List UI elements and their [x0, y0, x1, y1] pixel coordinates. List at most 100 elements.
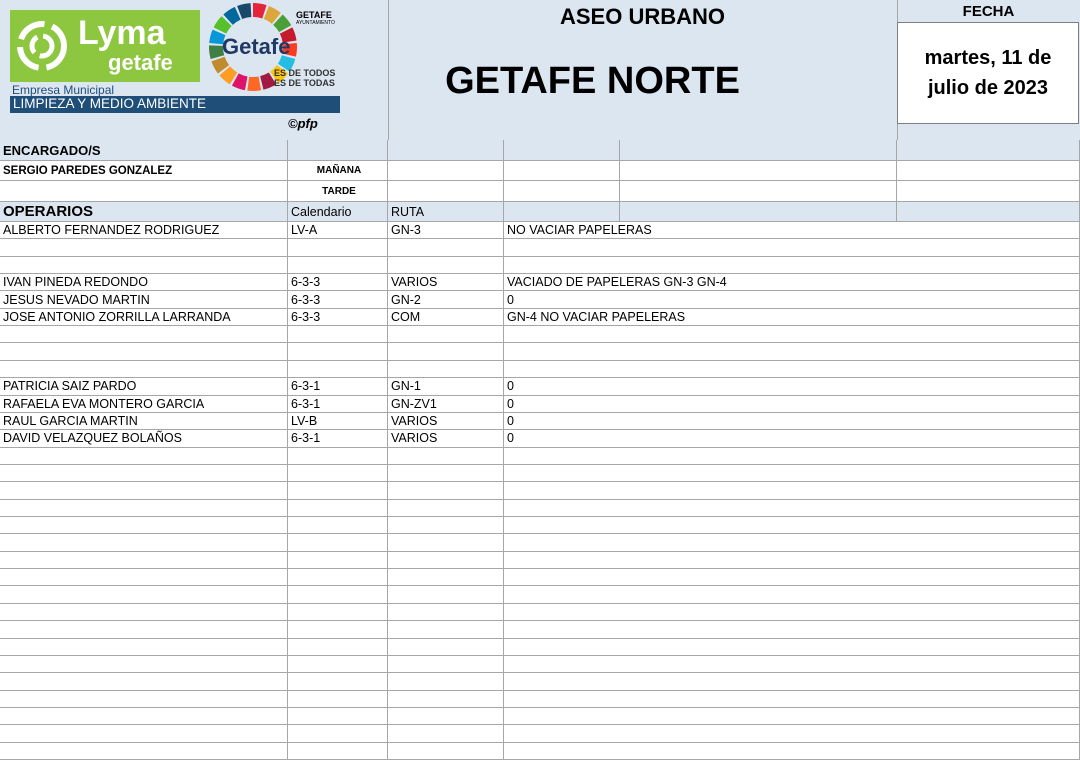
empty-cell — [504, 707, 1080, 726]
wheel-segment — [270, 65, 289, 84]
empty-cell — [504, 326, 1080, 344]
worker-name: ALBERTO FERNANDEZ RODRIGUEZ — [0, 222, 288, 240]
empty-cell — [0, 586, 288, 604]
empty-cell — [504, 499, 1080, 518]
calendar: 6-3-1 — [288, 430, 388, 448]
route: COM — [388, 308, 504, 327]
cell — [504, 181, 620, 202]
worker-name: PATRICIA SAIZ PARDO — [0, 378, 288, 396]
empty-cell — [504, 239, 1080, 257]
cell — [388, 161, 504, 181]
section-label: ENCARGADO/S — [0, 140, 288, 161]
empty-cell — [288, 464, 388, 483]
calendar: 6-3-3 — [288, 291, 388, 309]
empty-cell — [388, 517, 504, 535]
empty-cell — [0, 673, 288, 691]
logo-council-sub: AYUNTAMIENTO — [296, 20, 335, 26]
shift-label: TARDE — [288, 181, 388, 202]
empty-cell — [388, 326, 504, 344]
empty-cell — [288, 326, 388, 344]
empty-cell — [0, 447, 288, 465]
empty-cell — [504, 742, 1080, 760]
worker-name: RAUL GARCIA MARTIN — [0, 412, 288, 431]
route: GN-ZV1 — [388, 395, 504, 413]
empty-cell — [504, 655, 1080, 674]
empty-cell — [0, 621, 288, 639]
route: VARIOS — [388, 274, 504, 292]
empty-cell — [0, 499, 288, 518]
worker-name: DAVID VELAZQUEZ BOLAÑOS — [0, 430, 288, 448]
empty-cell — [388, 499, 504, 518]
empty-cell — [288, 360, 388, 379]
empty-cell — [288, 603, 388, 622]
column-header: Calendario — [288, 202, 388, 222]
empty-cell — [388, 707, 504, 726]
empty-cell — [0, 655, 288, 674]
empty-cell — [0, 326, 288, 344]
logo-company: Empresa Municipal — [12, 83, 115, 97]
column-header: RUTA — [388, 202, 504, 222]
cell — [388, 181, 504, 202]
logo-department: LIMPIEZA Y MEDIO AMBIENTE — [10, 96, 340, 113]
empty-cell — [504, 673, 1080, 691]
service-title: ASEO URBANO — [559, 4, 725, 29]
worker-name: JOSE ANTONIO ZORRILLA LARRANDA — [0, 308, 288, 327]
wheel-segment — [237, 3, 252, 20]
empty-cell — [388, 239, 504, 257]
empty-cell — [0, 343, 288, 361]
date-label: FECHA — [962, 3, 1015, 20]
worker-name: IVAN PINEDA REDONDO — [0, 274, 288, 292]
empty-cell — [504, 256, 1080, 275]
empty-cell — [388, 621, 504, 639]
wheel-segment — [273, 14, 292, 33]
route: GN-1 — [388, 378, 504, 396]
empty-cell — [388, 534, 504, 552]
empty-cell — [0, 551, 288, 570]
empty-cell — [388, 551, 504, 570]
shift-label: MAÑANA — [288, 161, 388, 181]
note: GN-4 NO VACIAR PAPELERAS — [504, 308, 1080, 327]
empty-cell — [288, 742, 388, 760]
cell — [897, 140, 1080, 161]
empty-cell — [504, 638, 1080, 656]
empty-cell — [388, 690, 504, 708]
empty-cell — [504, 551, 1080, 570]
logo-brand: Lyma — [78, 14, 166, 52]
calendar: 6-3-3 — [288, 274, 388, 292]
empty-cell — [388, 360, 504, 379]
calendar: 6-3-1 — [288, 378, 388, 396]
empty-cell — [388, 569, 504, 587]
empty-cell — [288, 343, 388, 361]
empty-cell — [504, 360, 1080, 379]
empty-cell — [504, 586, 1080, 604]
empty-cell — [288, 447, 388, 465]
logo-council: GETAFE — [296, 10, 332, 20]
logo-motto: ES DE TODAS — [274, 78, 335, 88]
empty-cell — [504, 621, 1080, 639]
wheel-segment — [260, 72, 277, 90]
note: 0 — [504, 291, 1080, 309]
empty-cell — [288, 499, 388, 518]
note: 0 — [504, 395, 1080, 413]
empty-cell — [388, 256, 504, 275]
empty-cell — [388, 447, 504, 465]
empty-cell — [288, 586, 388, 604]
empty-cell — [0, 569, 288, 587]
date-value: martes, 11 de julio de 2023 — [897, 22, 1079, 124]
wheel-segment — [263, 5, 281, 24]
empty-cell — [388, 603, 504, 622]
empty-cell — [388, 673, 504, 691]
empty-cell — [504, 534, 1080, 552]
empty-cell — [388, 586, 504, 604]
empty-cell — [288, 638, 388, 656]
empty-cell — [0, 239, 288, 257]
empty-cell — [288, 690, 388, 708]
empty-cell — [288, 551, 388, 570]
cell — [504, 161, 620, 181]
empty-cell — [288, 534, 388, 552]
worker-name: RAFAELA EVA MONTERO GARCIA — [0, 395, 288, 413]
supervisor-name: SERGIO PAREDES GONZALEZ — [0, 161, 288, 181]
empty-cell — [504, 343, 1080, 361]
empty-cell — [504, 569, 1080, 587]
